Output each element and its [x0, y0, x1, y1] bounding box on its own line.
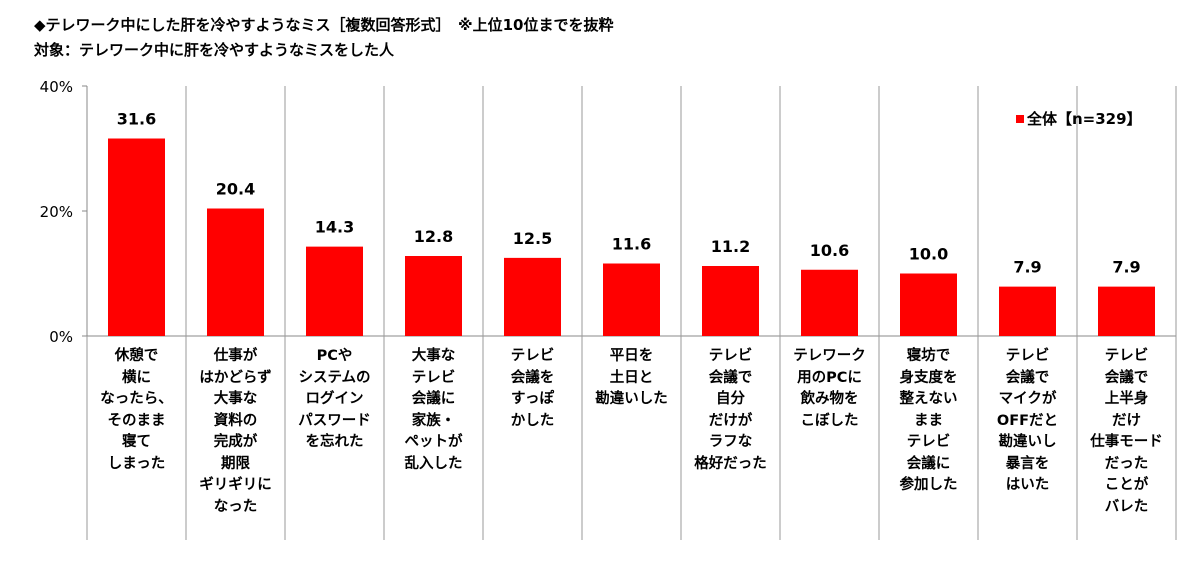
category-label: 仕事が はかどらず 大事な 資料の 完成が 期限 ギリギリに なった [199, 348, 272, 515]
category-label: 寝坊で 身支度を 整えない まま テレビ 会議に 参加した [899, 348, 958, 493]
bar [702, 266, 759, 336]
data-label: 12.5 [513, 229, 552, 248]
y-tick-label: 40% [40, 78, 73, 96]
data-label: 12.8 [414, 227, 453, 246]
bar [306, 246, 363, 336]
category-label: 大事な テレビ 会議に 家族・ ペットが 乱入した [404, 348, 463, 472]
data-label: 11.6 [612, 235, 651, 254]
data-label: 20.4 [216, 180, 255, 199]
bar [1098, 286, 1155, 336]
bar [207, 208, 264, 336]
data-label: 11.2 [711, 237, 750, 256]
bar [900, 273, 957, 336]
data-label: 14.3 [315, 218, 354, 237]
data-label: 31.6 [117, 110, 156, 129]
category-label: 平日を 土日と 勘違いした [595, 348, 668, 407]
y-tick-label: 0% [49, 328, 73, 346]
data-label: 10.6 [810, 241, 849, 260]
category-label: テレビ 会議で マイクが OFFだと 勘違いし 暴言を はいた [996, 348, 1059, 493]
bar [999, 286, 1056, 336]
category-label: テレビ 会議で 上半身 だけ 仕事モード だった ことが バレた [1090, 348, 1163, 515]
bar [603, 263, 660, 336]
data-label: 7.9 [1013, 258, 1041, 277]
chart-subtitle: 対象：テレワーク中に肝を冷やすようなミスをした人 [34, 41, 395, 59]
bar [801, 269, 858, 336]
category-label: テレビ 会議で 自分 だけが ラフな 格好だった [694, 348, 767, 472]
bar [108, 138, 165, 336]
category-label: PCや システムの ログイン パスワード を忘れた [298, 348, 371, 450]
category-label: テレワーク 用のPCに 飲み物を こぼした [793, 348, 866, 429]
data-label: 7.9 [1112, 258, 1140, 277]
chart-title: ◆テレワーク中にした肝を冷やすようなミス［複数回答形式］ ※上位10位までを抜粋 [34, 16, 614, 34]
legend-marker [1016, 115, 1024, 123]
bar [405, 256, 462, 336]
y-tick-label: 20% [40, 203, 73, 221]
category-label: テレビ 会議を すっぽ かした [510, 348, 555, 429]
data-label: 10.0 [909, 245, 948, 264]
category-label: 休憩で 横に なったら、 そのまま 寝て しまった [100, 348, 173, 472]
bar [504, 257, 561, 336]
legend-label: 全体【n=329】 [1026, 110, 1142, 128]
